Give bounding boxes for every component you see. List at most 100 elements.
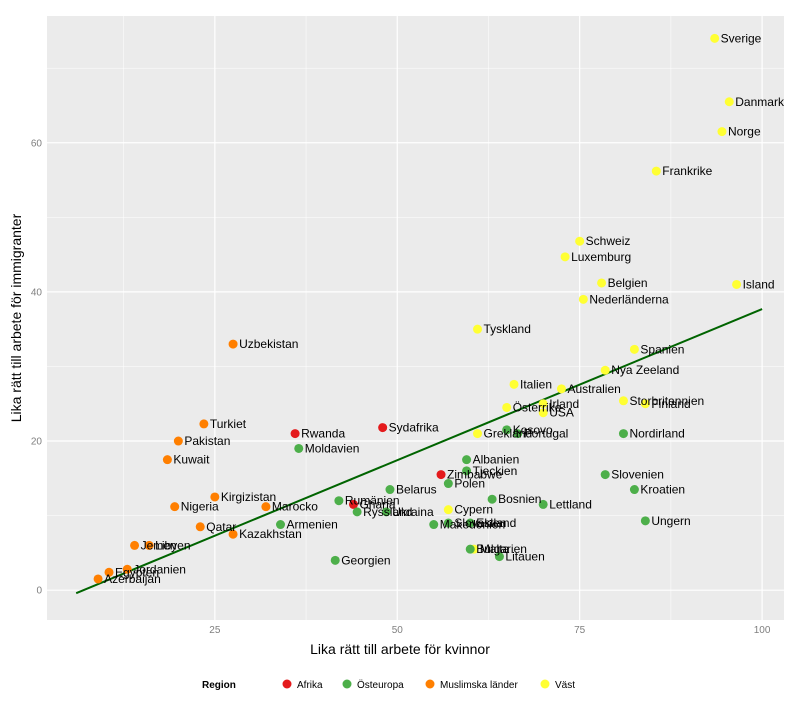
point-irland [538, 399, 548, 409]
point-nordirland [618, 429, 628, 439]
point-label-nya-zeeland: Nya Zeeland [611, 363, 679, 377]
point-label-polen: Polen [454, 477, 485, 491]
point-label-irland: Irland [549, 397, 579, 411]
point-libyen [144, 540, 154, 550]
point-label-marocko: Marocko [272, 500, 318, 514]
point-kazakhstan [228, 529, 238, 539]
point-island [732, 279, 742, 289]
point-norge [717, 127, 727, 137]
point-nigeria [170, 502, 180, 512]
grid-lines [47, 16, 784, 620]
point-label-sverige: Sverige [721, 31, 762, 45]
point-frankrike [651, 166, 661, 176]
legend-label-vast: Väst [555, 680, 575, 691]
point-australien [556, 384, 566, 394]
axis-ticks: 25 50 75 100 0 20 40 60 [31, 138, 771, 636]
point-label-belgien: Belgien [608, 276, 648, 290]
point-label-ukraina: Ukraina [392, 505, 434, 519]
point-lettland [538, 499, 548, 509]
legend-key-afrika [282, 679, 292, 689]
point-tyskland [473, 324, 483, 334]
point-marocko [261, 502, 271, 512]
point-jordanien [122, 564, 132, 574]
point-label-bulgarien: Bulgarien [476, 542, 527, 556]
point-label-ungern: Ungern [651, 514, 690, 528]
point-kuwait [162, 455, 172, 465]
point-label-norge: Norge [728, 125, 761, 139]
point-label-danmark: Danmark [735, 95, 785, 109]
point-slovenien [600, 470, 610, 480]
point-polen [443, 479, 453, 489]
point-georgien [330, 555, 340, 565]
point-label-kirgizistan: Kirgizistan [221, 490, 276, 504]
point-label-kazakhstan: Kazakhstan [239, 527, 302, 541]
point-italien [509, 379, 519, 389]
point-nya-zeeland [600, 365, 610, 375]
point-ungern [640, 516, 650, 526]
point-egypten [104, 567, 114, 577]
point-label-azerbaijan: Azerbaijan [104, 572, 161, 586]
point-belarus [385, 485, 395, 495]
point-label-sydafrika: Sydafrika [389, 421, 439, 435]
point-nederlanderna [578, 294, 588, 304]
point-portugal [513, 429, 523, 439]
plot-panel [47, 16, 784, 620]
x-axis-title: Lika rätt till arbete för kvinnor [310, 641, 490, 657]
point-sverige [710, 33, 720, 43]
point-usa [538, 408, 548, 418]
point-label-tjeckien: Tjeckien [473, 464, 518, 478]
point-label-egypten: Egypten [115, 565, 159, 579]
data-points [93, 33, 742, 584]
point-cypern [443, 505, 453, 515]
point-qatar [195, 522, 205, 532]
point-kosovo [502, 425, 512, 435]
point-label-turkiet: Turkiet [210, 417, 247, 431]
y-tick-label: 40 [31, 287, 43, 298]
point-kroatien [629, 485, 639, 495]
point-label-bosnien: Bosnien [498, 492, 541, 506]
point-label-pakistan: Pakistan [184, 434, 230, 448]
point-label-island: Island [743, 277, 775, 291]
point-osterrike [502, 402, 512, 412]
point-jemen [130, 540, 140, 550]
point-label-moldavien: Moldavien [305, 441, 360, 455]
x-tick-label: 50 [392, 625, 404, 636]
point-label-slovakien: Slovakien [454, 516, 506, 530]
point-label-schweiz: Schweiz [586, 234, 631, 248]
point-label-storbritannien: Storbritannien [629, 394, 704, 408]
point-label-jordanien: Jordanien [133, 562, 186, 576]
point-label-frankrike: Frankrike [662, 164, 712, 178]
point-grekland [473, 429, 483, 439]
point-label-kroatien: Kroatien [640, 483, 685, 497]
point-danmark [724, 97, 734, 107]
legend-key-vast [540, 679, 550, 689]
y-tick-label: 20 [31, 437, 43, 448]
point-storbritannien [618, 396, 628, 406]
point-bulgarien [465, 544, 475, 554]
point-label-nederlanderna: Nederländerna [589, 292, 669, 306]
point-rwanda [290, 429, 300, 439]
point-armenien [276, 520, 286, 530]
point-label-cypern: Cypern [454, 503, 493, 517]
point-label-rumanien: Rumänien [345, 494, 400, 508]
point-makedonien [429, 520, 439, 530]
point-ryssland [352, 507, 362, 517]
point-labels: Sverige Danmark Norge Frankrike Schweiz Luxem… [104, 31, 785, 586]
point-label-estland: Estland [476, 516, 516, 530]
point-label-grekland: Grekland [484, 427, 533, 441]
point-label-slovenien: Slovenien [611, 468, 664, 482]
point-label-italien: Italien [520, 377, 552, 391]
legend-key-muslimska-lander [425, 679, 435, 689]
point-label-spanien: Spanien [640, 342, 684, 356]
point-pakistan [173, 436, 183, 446]
legend-label-muslimska-lander: Muslimska länder [440, 680, 518, 691]
point-label-armenien: Armenien [287, 518, 338, 532]
point-kirgizistan [210, 492, 220, 502]
point-label-litauen: Litauen [505, 550, 544, 564]
point-albanien [462, 455, 472, 465]
point-turkiet [199, 419, 209, 429]
point-label-albanien: Albanien [473, 453, 520, 467]
point-label-makedonien: Makedonien [440, 518, 505, 532]
point-finland [640, 399, 650, 409]
